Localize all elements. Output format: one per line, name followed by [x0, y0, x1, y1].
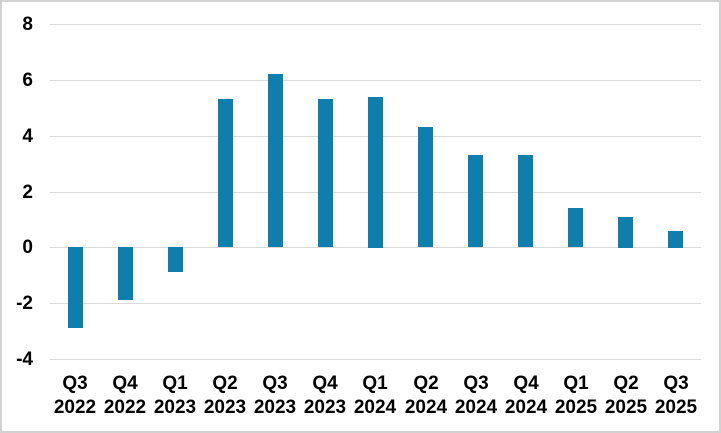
bar-q4-2023: [318, 99, 333, 247]
bar-q3-2022: [68, 247, 83, 328]
x-tick-label: Q2 2024: [401, 372, 451, 420]
x-tick-quarter: Q3: [463, 373, 489, 394]
x-tick-year: 2023: [153, 397, 197, 418]
x-tick-quarter: Q2: [413, 373, 439, 394]
x-tick-label: Q4 2023: [300, 372, 350, 420]
x-tick-year: 2025: [654, 397, 698, 418]
x-tick-year: 2024: [504, 397, 548, 418]
x-tick-quarter: Q2: [613, 373, 639, 394]
x-tick-label: Q1 2023: [150, 372, 200, 420]
bar-q4-2022: [118, 247, 133, 300]
x-tick-year: 2024: [353, 397, 397, 418]
x-tick-year: 2023: [303, 397, 347, 418]
gridline: [50, 24, 701, 25]
x-tick-year: 2024: [454, 397, 498, 418]
x-tick-label: Q2 2023: [200, 372, 250, 420]
x-tick-label: Q4 2022: [100, 372, 150, 420]
x-tick-label: Q1 2024: [350, 372, 400, 420]
y-tick-label: 0: [22, 237, 33, 258]
x-tick-quarter: Q1: [362, 373, 388, 394]
x-tick-quarter: Q4: [513, 373, 539, 394]
bar-q3-2023: [268, 74, 283, 247]
gridline: [50, 80, 701, 81]
x-tick-year: 2022: [103, 397, 147, 418]
bar-q1-2025: [568, 208, 583, 247]
x-tick-label: Q3 2025: [651, 372, 701, 420]
x-tick-year: 2024: [404, 397, 448, 418]
x-tick-label: Q1 2025: [551, 372, 601, 420]
bar-q4-2024: [518, 155, 533, 247]
bar-q2-2023: [218, 99, 233, 247]
bar-q3-2025: [668, 231, 683, 248]
y-tick-label: -2: [16, 293, 33, 314]
bar-q1-2023: [168, 247, 183, 272]
y-tick-label: 8: [22, 14, 33, 35]
bar-q2-2025: [618, 217, 633, 248]
y-tick-label: 2: [22, 182, 33, 203]
x-tick-label: Q3 2024: [451, 372, 501, 420]
bar-q2-2024: [418, 127, 433, 247]
x-tick-quarter: Q3: [62, 373, 88, 394]
x-tick-year: 2022: [53, 397, 97, 418]
x-tick-label: Q3 2022: [50, 372, 100, 420]
x-tick-label: Q2 2025: [601, 372, 651, 420]
bar-q3-2024: [468, 155, 483, 247]
x-tick-quarter: Q3: [663, 373, 689, 394]
x-tick-year: 2025: [604, 397, 648, 418]
x-tick-year: 2023: [203, 397, 247, 418]
x-tick-year: 2023: [253, 397, 297, 418]
x-tick-year: 2025: [554, 397, 598, 418]
y-tick-label: 6: [22, 70, 33, 91]
y-tick-label: -4: [16, 349, 33, 370]
x-tick-label: Q3 2023: [250, 372, 300, 420]
bar-q1-2024: [368, 97, 383, 248]
x-tick-quarter: Q2: [212, 373, 238, 394]
x-tick-quarter: Q1: [563, 373, 589, 394]
x-tick-quarter: Q4: [312, 373, 338, 394]
x-tick-quarter: Q3: [262, 373, 288, 394]
y-tick-label: 4: [22, 126, 33, 147]
x-tick-label: Q4 2024: [501, 372, 551, 420]
x-tick-quarter: Q1: [162, 373, 188, 394]
gridline: [50, 359, 701, 360]
x-tick-quarter: Q4: [112, 373, 138, 394]
gridline: [50, 303, 701, 304]
